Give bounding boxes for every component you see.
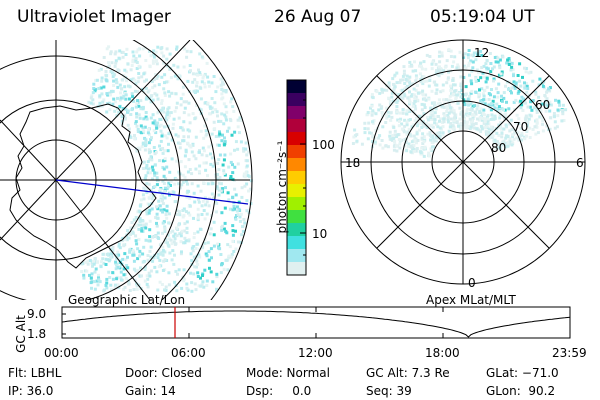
status-mode: Mode: Normal — [246, 366, 330, 380]
polar-plot-caption: Apex MLat/MLT — [426, 293, 516, 307]
lat-label-70: 70 — [513, 120, 529, 134]
altitude-xtick-1200: 12:00 — [298, 346, 333, 360]
status-seq: Seq: 39 — [366, 384, 412, 398]
colorbar-segment — [287, 106, 306, 120]
polar-plot — [340, 39, 586, 285]
colorbar-tick-100: 100 — [312, 138, 335, 152]
status-glon: GLon: 90.2 — [486, 384, 556, 398]
mlt-label-12: 12 — [474, 46, 490, 60]
colorbar-segment — [287, 93, 306, 107]
altitude-xtick-0600: 06:00 — [171, 346, 206, 360]
colorbar-segment — [287, 197, 306, 211]
mlt-label-0: 0 — [468, 276, 476, 290]
colorbar-segment — [287, 145, 306, 159]
altitude-xtick-2359: 23:59 — [552, 346, 587, 360]
altitude-xtick-1800: 18:00 — [425, 346, 460, 360]
geographic-map — [0, 40, 253, 300]
colorbar-segment — [287, 80, 306, 94]
mlt-label-18: 18 — [345, 156, 361, 170]
colorbar-segment — [287, 236, 306, 250]
geo-grid — [0, 40, 253, 300]
status-dsp: Dsp: 0.0 — [246, 384, 312, 398]
colorbar-segment — [287, 210, 306, 224]
colorbar — [286, 79, 307, 276]
colorbar-segment — [287, 223, 306, 237]
instrument-title: Ultraviolet Imager — [17, 7, 171, 27]
colorbar-segment — [287, 184, 306, 198]
status-gain: Gain: 14 — [125, 384, 176, 398]
colorbar-segment — [287, 119, 306, 133]
mlt-label-6: 6 — [576, 156, 584, 170]
antarctica-coastline — [9, 103, 157, 269]
status-ip: IP: 36.0 — [8, 384, 54, 398]
aurora-emission-polar — [351, 48, 568, 158]
colorbar-segment — [287, 158, 306, 172]
lat-label-80: 80 — [491, 141, 507, 155]
subsolar-line — [55, 179, 249, 205]
colorbar-segment — [287, 171, 306, 185]
colorbar-segment — [287, 249, 306, 263]
colorbar-unit-label: photon cm⁻²s⁻¹ — [275, 140, 289, 234]
altitude-curve — [62, 310, 570, 338]
colorbar-segment — [287, 262, 306, 276]
time-label: 05:19:04 UT — [430, 7, 535, 27]
altitude-plot — [61, 306, 571, 339]
date-label: 26 Aug 07 — [274, 7, 362, 27]
altitude-ymax: 9.0 — [27, 307, 47, 321]
colorbar-segment — [287, 132, 306, 146]
colorbar-tick-10: 10 — [312, 227, 328, 241]
status-door: Door: Closed — [125, 366, 202, 380]
mlt-diagonal-2 — [376, 75, 550, 249]
geo-map-caption: Geographic Lat/Lon — [68, 293, 186, 307]
status-flt: Flt: LBHL — [8, 366, 62, 380]
lat-label-60: 60 — [535, 98, 551, 112]
altitude-xtick-0000: 00:00 — [44, 346, 79, 360]
status-glat: GLat: −71.0 — [486, 366, 559, 380]
altitude-ymin: 1.8 — [27, 327, 47, 341]
altitude-ticks — [61, 307, 571, 338]
altitude-ylabel: GC Alt — [14, 315, 28, 353]
aurora-emission-geo — [80, 45, 253, 293]
status-gc-alt: GC Alt: 7.3 Re — [366, 366, 450, 380]
